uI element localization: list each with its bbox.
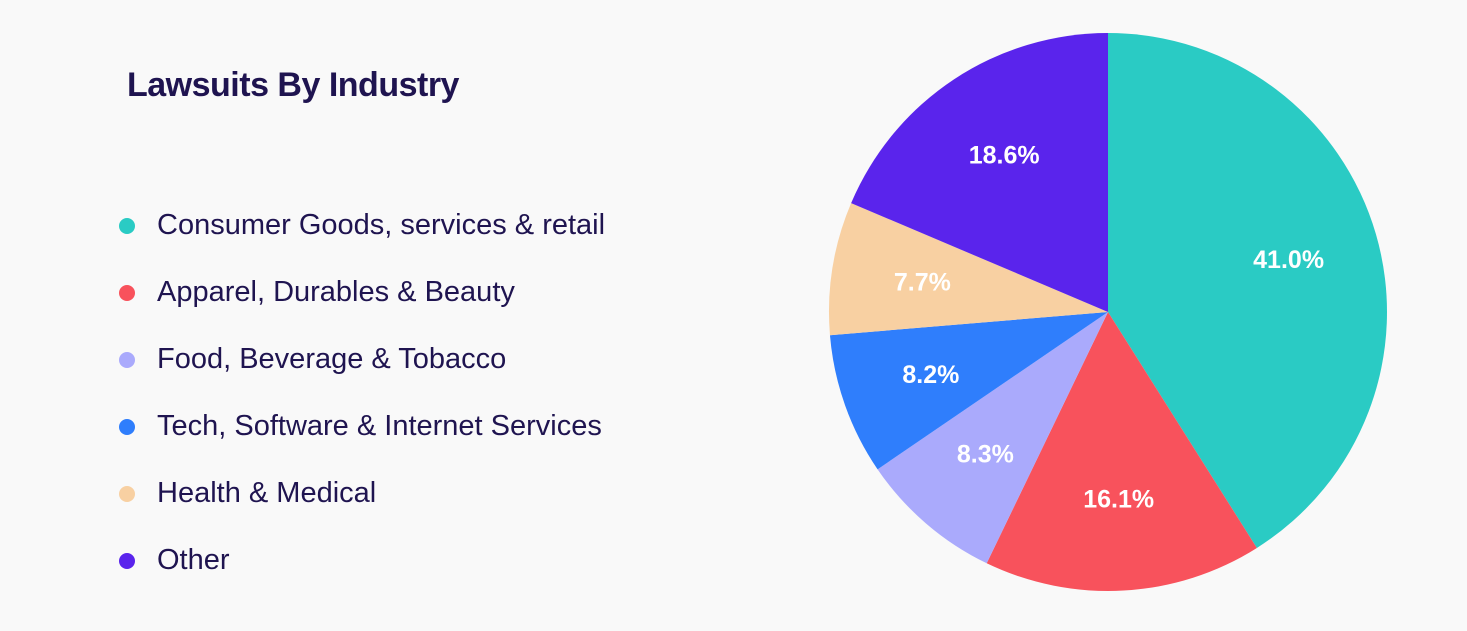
legend-label: Food, Beverage & Tobacco bbox=[157, 343, 507, 375]
legend-swatch bbox=[119, 217, 135, 234]
pie-slice-label: 41.0% bbox=[1253, 246, 1324, 274]
legend-swatch bbox=[119, 552, 135, 569]
pie-slice bbox=[829, 312, 1108, 470]
legend-label: Health & Medical bbox=[157, 477, 377, 509]
legend-item: Health & Medical bbox=[119, 460, 605, 527]
pie-slice-label: 18.6% bbox=[969, 141, 1040, 169]
legend-swatch bbox=[119, 485, 135, 502]
legend-label: Consumer Goods, services & retail bbox=[157, 209, 606, 241]
legend-item: Other bbox=[119, 527, 605, 594]
pie-slice bbox=[1108, 33, 1387, 548]
chart-legend: Consumer Goods, services & retail Apparel… bbox=[119, 192, 605, 594]
pie-labels: 41.0% 16.1% 8.3% 8.2% 7.7% 18.6% bbox=[894, 141, 1324, 513]
legend-label: Other bbox=[157, 544, 230, 576]
pie-slice bbox=[829, 203, 1108, 336]
pie-slice bbox=[877, 312, 1108, 564]
legend-item: Food, Beverage & Tobacco bbox=[119, 326, 605, 393]
pie-slice bbox=[986, 312, 1257, 591]
pie-slice-label: 8.3% bbox=[957, 440, 1014, 468]
pie-slice-label: 8.2% bbox=[902, 361, 959, 389]
pie-slice bbox=[851, 33, 1108, 312]
legend-item: Tech, Software & Internet Services bbox=[119, 393, 605, 460]
pie-slices bbox=[829, 33, 1387, 591]
chart-title: Lawsuits By Industry bbox=[127, 66, 459, 104]
legend-item: Apparel, Durables & Beauty bbox=[119, 259, 605, 326]
legend-label: Tech, Software & Internet Services bbox=[157, 410, 602, 442]
legend-swatch bbox=[119, 351, 135, 368]
pie-slice-label: 7.7% bbox=[894, 268, 951, 296]
legend-label: Apparel, Durables & Beauty bbox=[157, 276, 515, 308]
legend-swatch bbox=[119, 418, 135, 435]
legend-swatch bbox=[119, 284, 135, 301]
legend-item: Consumer Goods, services & retail bbox=[119, 192, 605, 259]
pie-slice-label: 16.1% bbox=[1083, 486, 1154, 514]
